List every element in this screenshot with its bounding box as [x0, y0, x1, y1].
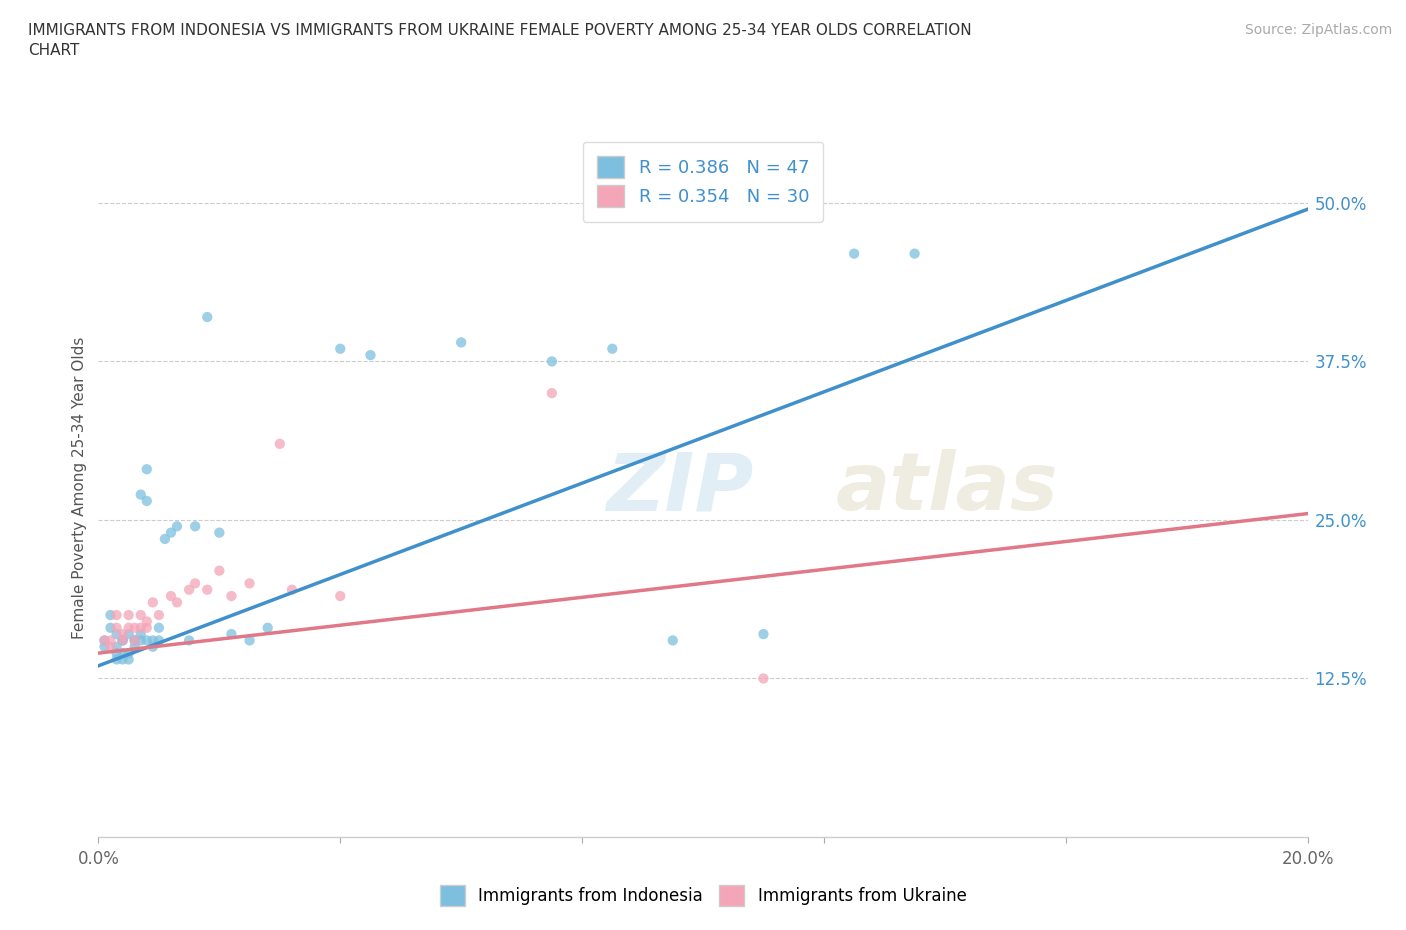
Point	[124, 620, 146, 635]
Point	[184, 576, 207, 591]
Legend: R = 0.386   N = 47, R = 0.354   N = 30: R = 0.386 N = 47, R = 0.354 N = 30	[582, 141, 824, 221]
Point	[195, 582, 218, 597]
Point	[93, 639, 115, 654]
Point	[129, 633, 152, 648]
Point	[281, 582, 304, 597]
Point	[111, 652, 134, 667]
Point	[360, 348, 382, 363]
Point	[329, 589, 352, 604]
Point	[111, 633, 134, 648]
Text: atlas: atlas	[837, 449, 1059, 527]
Point	[239, 576, 262, 591]
Point	[93, 633, 115, 648]
Point	[129, 620, 152, 635]
Point	[142, 639, 165, 654]
Point	[124, 633, 146, 648]
Point	[166, 595, 188, 610]
Point	[111, 633, 134, 648]
Point	[118, 607, 141, 622]
Point	[269, 436, 291, 451]
Point	[844, 246, 866, 261]
Point	[195, 310, 218, 325]
Point	[105, 627, 128, 642]
Point	[135, 620, 157, 635]
Point	[135, 633, 157, 648]
Point	[105, 645, 128, 660]
Point	[129, 607, 152, 622]
Legend: Immigrants from Indonesia, Immigrants from Ukraine: Immigrants from Indonesia, Immigrants fr…	[433, 879, 973, 912]
Y-axis label: Female Poverty Among 25-34 Year Olds: Female Poverty Among 25-34 Year Olds	[72, 337, 87, 640]
Point	[100, 607, 122, 622]
Point	[540, 386, 562, 401]
Point	[208, 564, 231, 578]
Point	[100, 620, 122, 635]
Point	[602, 341, 624, 356]
Point	[208, 525, 231, 540]
Point	[124, 639, 146, 654]
Point	[135, 462, 157, 477]
Point	[100, 633, 122, 648]
Point	[166, 519, 188, 534]
Point	[148, 620, 170, 635]
Point	[153, 532, 176, 547]
Point	[904, 246, 927, 261]
Point	[329, 341, 352, 356]
Point	[450, 335, 472, 350]
Point	[111, 627, 134, 642]
Point	[118, 652, 141, 667]
Text: IMMIGRANTS FROM INDONESIA VS IMMIGRANTS FROM UKRAINE FEMALE POVERTY AMONG 25-34 : IMMIGRANTS FROM INDONESIA VS IMMIGRANTS …	[28, 23, 972, 58]
Point	[752, 671, 775, 686]
Point	[124, 633, 146, 648]
Point	[118, 627, 141, 642]
Point	[221, 627, 243, 642]
Point	[118, 620, 141, 635]
Point	[105, 652, 128, 667]
Point	[540, 354, 562, 369]
Point	[135, 494, 157, 509]
Point	[111, 633, 134, 648]
Point	[179, 633, 201, 648]
Point	[160, 525, 183, 540]
Point	[239, 633, 262, 648]
Point	[160, 589, 183, 604]
Point	[111, 645, 134, 660]
Point	[135, 614, 157, 629]
Point	[124, 633, 146, 648]
Point	[179, 582, 201, 597]
Text: Source: ZipAtlas.com: Source: ZipAtlas.com	[1244, 23, 1392, 37]
Point	[752, 627, 775, 642]
Point	[148, 607, 170, 622]
Point	[129, 487, 152, 502]
Point	[256, 620, 278, 635]
Text: ZIP: ZIP	[606, 449, 754, 527]
Point	[105, 639, 128, 654]
Point	[662, 633, 685, 648]
Point	[142, 595, 165, 610]
Point	[129, 627, 152, 642]
Point	[148, 633, 170, 648]
Point	[100, 639, 122, 654]
Point	[184, 519, 207, 534]
Point	[93, 633, 115, 648]
Point	[142, 633, 165, 648]
Point	[105, 607, 128, 622]
Point	[118, 645, 141, 660]
Point	[105, 620, 128, 635]
Point	[221, 589, 243, 604]
